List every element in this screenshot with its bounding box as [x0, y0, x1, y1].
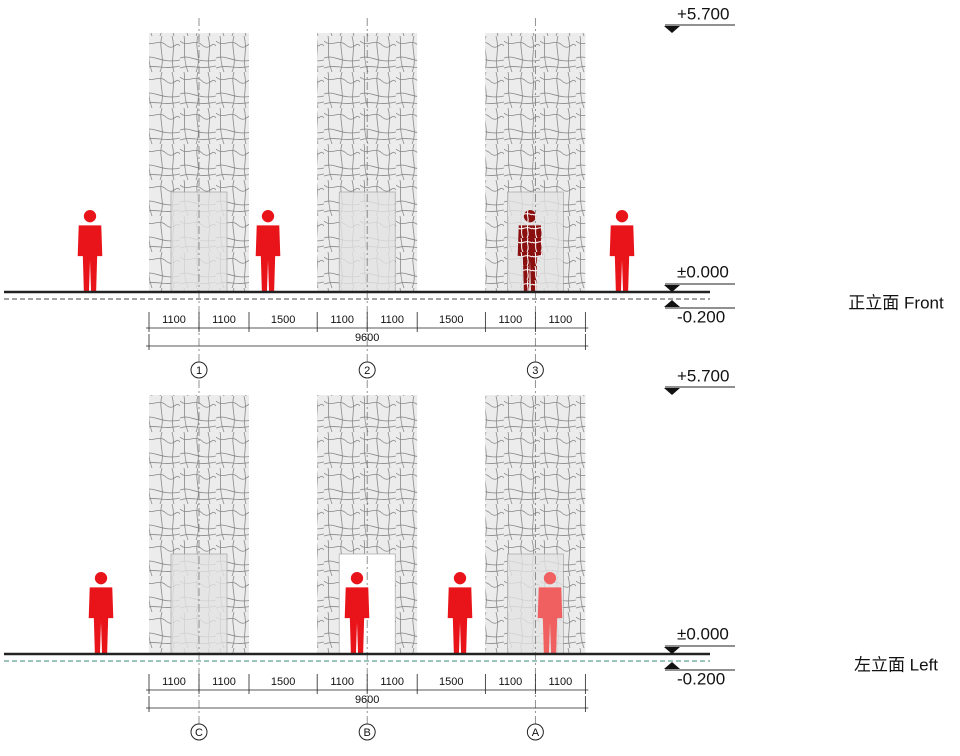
elevation-title: 正立面 Front [848, 293, 944, 312]
dimension-label: 1100 [549, 676, 573, 688]
dimension-label: 1100 [162, 314, 186, 326]
dimension-label: 1100 [212, 314, 236, 326]
person-body [344, 587, 370, 653]
level-label: +5.700 [677, 4, 729, 23]
level-label: -0.200 [677, 669, 725, 688]
dimension-label: 1100 [380, 314, 404, 326]
person-body [447, 587, 473, 653]
dimension-label: 1500 [271, 676, 295, 688]
person-body [609, 225, 635, 291]
dimension-label: 1100 [549, 314, 573, 326]
person-head [350, 572, 364, 585]
dimension-label: 1100 [212, 676, 236, 688]
axis-bubble [358, 361, 376, 379]
dimension-label: 1100 [330, 314, 354, 326]
person-head [83, 210, 97, 223]
dimension-label: 1500 [439, 676, 463, 688]
level-label: ±0.000 [677, 262, 729, 281]
person-body [517, 225, 543, 291]
person-head [261, 210, 275, 223]
axis-bubble [526, 361, 544, 379]
elevation-title: 左立面 Left [854, 655, 938, 674]
person-head [523, 210, 537, 223]
axis-label: 1 [196, 365, 202, 377]
axis-label: 3 [532, 365, 538, 377]
level-marker [664, 662, 680, 669]
person-head [543, 572, 557, 585]
dimension-label: 1100 [330, 676, 354, 688]
level-label: -0.200 [677, 307, 725, 326]
level-marker [664, 300, 680, 307]
dimension-label: 1100 [499, 676, 523, 688]
dimension-label: 1100 [380, 676, 404, 688]
dimension-label: 1500 [271, 314, 295, 326]
axis-label: A [532, 727, 540, 739]
axis-bubble [190, 361, 208, 379]
level-marker [664, 26, 680, 33]
person-body [88, 587, 114, 653]
person-body [537, 587, 563, 653]
dimension-label: 1500 [439, 314, 463, 326]
axis-bubble [358, 723, 376, 741]
level-label: ±0.000 [677, 624, 729, 643]
dimension-label: 1100 [162, 676, 186, 688]
axis-label: B [364, 727, 371, 739]
level-label: +5.700 [677, 366, 729, 385]
total-dimension: 9600 [355, 694, 379, 706]
level-marker [664, 388, 680, 395]
person-body [255, 225, 281, 291]
person-head [453, 572, 467, 585]
person-body [77, 225, 103, 291]
level-marker [664, 647, 680, 654]
dimension-label: 1100 [499, 314, 523, 326]
axis-label: 2 [364, 365, 370, 377]
person-head [615, 210, 629, 223]
total-dimension: 9600 [355, 332, 379, 344]
axis-label: C [195, 727, 203, 739]
level-marker [664, 285, 680, 292]
person-head [94, 572, 108, 585]
axis-bubble [190, 723, 208, 741]
axis-bubble [526, 723, 544, 741]
